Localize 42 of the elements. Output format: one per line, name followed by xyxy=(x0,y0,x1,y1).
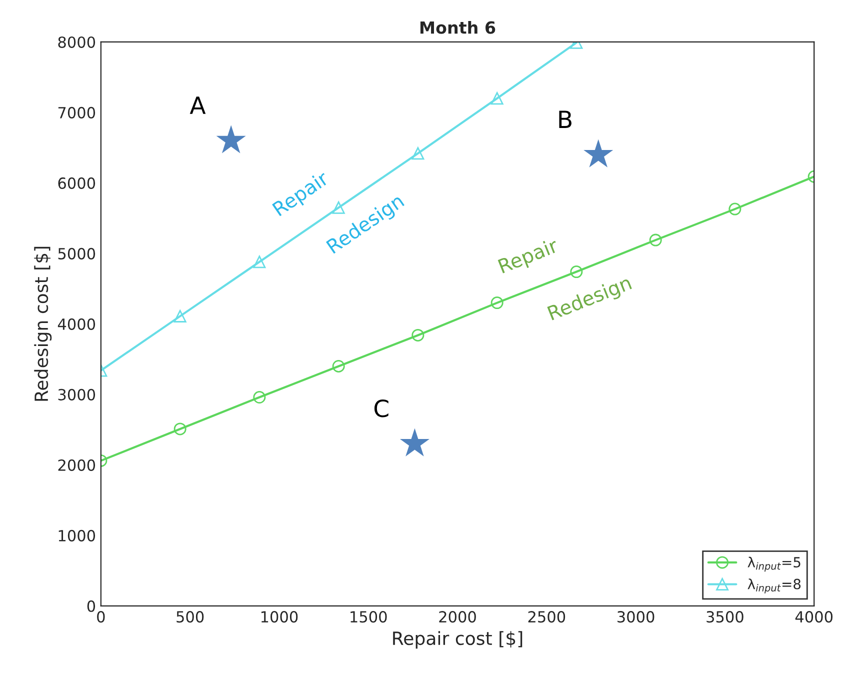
x-axis-title: Repair cost [$] xyxy=(393,631,522,649)
y-axis-title: Redesign cost [$] xyxy=(34,246,52,401)
point xyxy=(728,202,742,216)
x-tick-label: 4000 xyxy=(795,611,833,623)
point xyxy=(332,360,345,372)
annotation: B xyxy=(559,110,572,128)
point xyxy=(490,296,504,310)
y-tick-label: 0 xyxy=(87,600,96,612)
point xyxy=(400,428,430,456)
y-tick-label: 1000 xyxy=(58,530,96,542)
point xyxy=(174,422,186,436)
y-tick-label: 4000 xyxy=(58,318,96,330)
annotation: C xyxy=(374,399,388,418)
y-tick-label: 6000 xyxy=(58,177,96,189)
y-tick-label: 8000 xyxy=(58,36,96,48)
annotation: Repair xyxy=(498,237,561,278)
y-tick-label: 7000 xyxy=(58,106,96,118)
point xyxy=(584,139,614,168)
x-tick-label: 2000 xyxy=(439,611,476,623)
x-tick-label: 0 xyxy=(97,611,105,623)
point xyxy=(174,310,186,322)
point xyxy=(649,234,662,246)
annotation: A xyxy=(190,96,206,114)
point xyxy=(216,125,246,154)
legend-label: λ$_{input}$=8 xyxy=(748,578,801,594)
x-tick-label: 1500 xyxy=(350,611,387,623)
point xyxy=(490,92,504,105)
point xyxy=(253,256,266,268)
x-tick-label: 500 xyxy=(176,611,204,623)
x-tick-label: 1000 xyxy=(261,611,298,623)
x-tick-label: 2500 xyxy=(528,611,566,623)
legend-label: λ$_{input}$=5 xyxy=(748,556,800,572)
y-tick-label: 5000 xyxy=(58,248,96,260)
x-tick-label: 3000 xyxy=(618,611,654,623)
chart-title: Month 6 xyxy=(420,20,496,34)
point xyxy=(253,391,266,404)
y-tick-label: 2000 xyxy=(58,459,96,471)
point xyxy=(570,266,583,278)
x-tick-label: 3500 xyxy=(706,611,744,623)
y-tick-label: 3000 xyxy=(58,388,96,400)
point xyxy=(412,147,424,160)
point xyxy=(412,328,424,342)
